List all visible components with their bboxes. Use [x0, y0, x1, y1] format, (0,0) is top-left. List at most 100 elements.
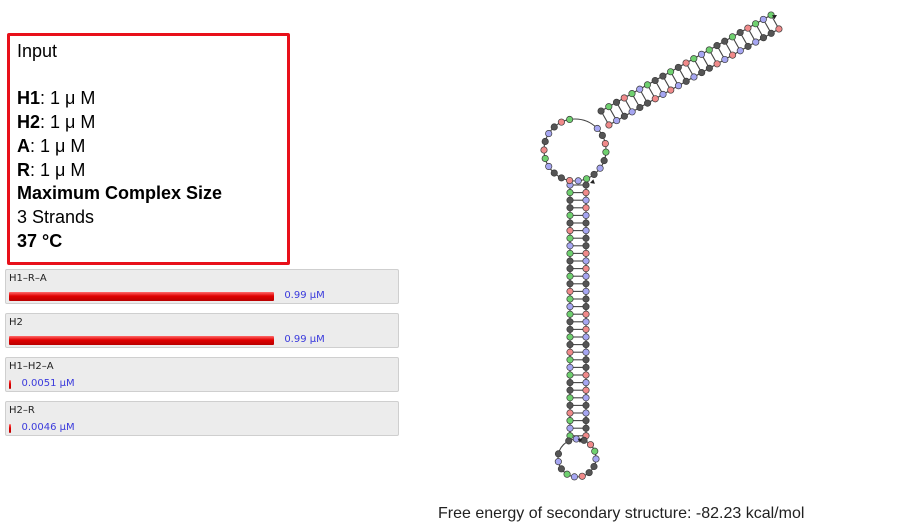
nucleotide: [566, 115, 574, 124]
concentration-value: 0.0046 μM: [21, 422, 75, 433]
nucleotide: [698, 69, 706, 77]
complex-row[interactable]: H1–H2–A 0.0051 μM: [5, 357, 399, 392]
nucleotide: [566, 204, 574, 212]
nucleotide: [643, 81, 651, 89]
nucleotide: [767, 29, 775, 37]
concentration-value: 0.99 μM: [284, 290, 325, 301]
nucleotide: [674, 63, 682, 71]
nucleotide: [667, 68, 675, 76]
nucleotide: [566, 363, 574, 371]
nucleotide: [593, 124, 601, 133]
nucleotide: [713, 42, 721, 50]
nucleotide: [557, 174, 565, 182]
nucleotide: [566, 303, 574, 311]
nucleotide: [566, 249, 574, 257]
strand-end-arrow: [590, 179, 595, 184]
nucleotide: [566, 379, 574, 387]
nucleotide: [566, 211, 574, 219]
nucleotide: [644, 99, 652, 107]
nucleotide: [582, 356, 590, 364]
nucleotide: [566, 295, 574, 303]
nucleotide: [596, 164, 604, 172]
nucleotide: [585, 469, 593, 477]
strand-h2-value: : 1 μ M: [40, 112, 96, 133]
nucleotide: [752, 38, 760, 46]
complex-name: H2: [9, 317, 23, 328]
nucleotide: [590, 170, 598, 178]
input-heading: Input: [17, 41, 58, 61]
nucleotide: [636, 103, 644, 112]
nucleotide: [545, 130, 553, 138]
nucleotide: [582, 310, 590, 318]
nucleotide: [682, 77, 690, 85]
nucleotide: [566, 386, 574, 394]
nucleotide: [582, 386, 590, 394]
nucleotide: [752, 20, 760, 28]
nucleotide: [582, 249, 590, 257]
nucleotide: [600, 157, 608, 165]
concentration-bar: [9, 292, 275, 301]
nucleotide: [566, 310, 574, 318]
nucleotide: [601, 140, 609, 148]
free-energy-label: Free energy of secondary structure: -82.…: [438, 505, 805, 522]
strand-h1-name: H1: [17, 88, 41, 109]
nucleotide: [582, 272, 590, 280]
nucleotide: [582, 287, 590, 295]
nucleotide: [582, 379, 590, 387]
temperature: 37 °C: [17, 230, 63, 251]
nucleotide: [566, 272, 574, 280]
nucleotide: [767, 11, 775, 19]
complex-row[interactable]: H2–R 0.0046 μM: [5, 401, 399, 436]
nucleotide: [582, 417, 590, 425]
secondary-structure-diagram: [540, 11, 783, 481]
nucleotide: [570, 473, 578, 481]
complex-name: H1–H2–A: [9, 361, 54, 372]
strand-end-arrow: [772, 15, 777, 20]
nucleotide: [566, 219, 574, 227]
strand-r-value: : 1 μ M: [30, 159, 86, 180]
nucleotide: [566, 356, 574, 364]
nucleotide: [582, 394, 590, 402]
nucleotide: [582, 234, 590, 242]
complex-row[interactable]: H2 0.99 μM: [5, 313, 399, 348]
nucleotide: [736, 47, 744, 55]
nucleotide: [759, 15, 767, 23]
strand-r-name: R: [17, 159, 30, 180]
nucleotide: [729, 51, 737, 59]
nucleotide: [602, 148, 610, 156]
nucleotide: [613, 117, 621, 125]
nucleotide: [651, 76, 659, 85]
strand-h2-conc: H2: 1 μ M: [17, 111, 287, 135]
nucleotide: [582, 242, 590, 250]
nucleotide: [605, 121, 613, 129]
nucleotide: [583, 175, 591, 183]
nucleotide: [667, 86, 675, 94]
nucleotide: [628, 108, 636, 116]
nucleotide: [566, 409, 574, 417]
nucleotide: [566, 401, 574, 409]
nucleotide: [566, 280, 574, 288]
concentration-value: 0.0051 μM: [21, 378, 75, 389]
nucleotide: [566, 257, 574, 265]
nucleotide: [540, 146, 548, 154]
nucleotide: [744, 42, 752, 50]
nucleotide: [566, 196, 574, 204]
strand-r-conc: R: 1 μ M: [17, 159, 287, 183]
nucleotide: [598, 131, 606, 139]
nucleotide: [557, 118, 565, 126]
nucleotide: [674, 82, 683, 90]
nucleotide: [592, 455, 600, 463]
complex-row[interactable]: H1–R–A 0.99 μM: [5, 269, 399, 304]
nucleotide: [566, 394, 574, 402]
nucleotide: [628, 90, 636, 98]
complex-name: H2–R: [9, 405, 35, 416]
nucleotide: [550, 123, 558, 131]
nucleotide: [566, 234, 574, 242]
nucleotide: [721, 55, 729, 64]
nucleotide: [721, 37, 729, 45]
nucleotide: [620, 112, 628, 120]
max-complex-size-label: Maximum Complex Size: [17, 183, 223, 204]
nucleotide: [775, 25, 783, 33]
nucleotide: [582, 333, 590, 341]
nucleotide: [582, 424, 590, 432]
